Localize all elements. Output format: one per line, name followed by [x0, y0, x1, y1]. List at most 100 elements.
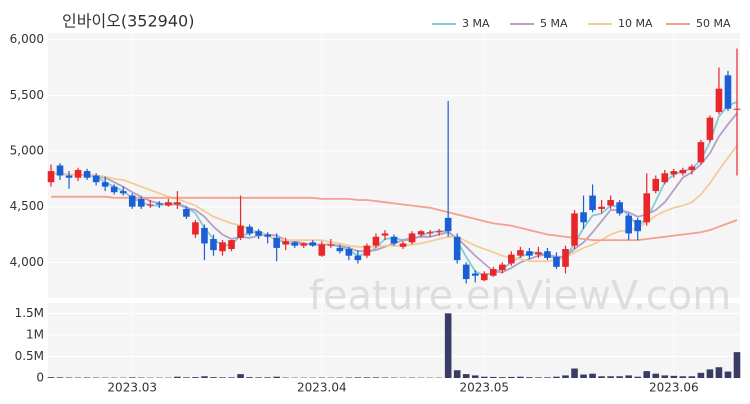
candle-body [671, 171, 678, 174]
volume-bar [680, 376, 687, 378]
price-panel [48, 33, 740, 298]
volume-tick-label: 0 [36, 371, 44, 385]
volume-bar [625, 375, 632, 378]
volume-bar [66, 377, 73, 378]
volume-bar [183, 377, 190, 378]
candle-body [725, 75, 732, 108]
candle-body [300, 243, 307, 245]
volume-bar [671, 376, 678, 378]
candle-body [734, 109, 741, 110]
candle-body [535, 252, 542, 254]
candle-body [111, 187, 118, 193]
candle-body [355, 256, 362, 260]
candle-body [57, 166, 64, 176]
volume-bar [535, 377, 542, 378]
candle-body [652, 179, 659, 191]
legend-label: 5 MA [540, 17, 568, 30]
volume-bar [445, 313, 452, 378]
candle-body [219, 242, 226, 251]
volume-bar [219, 377, 226, 378]
candle-body [228, 240, 235, 249]
candle-body [66, 176, 73, 178]
candle-body [634, 220, 641, 231]
volume-bar [499, 377, 506, 378]
candle-body [84, 171, 91, 178]
volume-bar [264, 377, 271, 378]
x-tick-label: 2023.03 [107, 381, 157, 395]
volume-bar [364, 377, 371, 378]
volume-bar [490, 377, 497, 378]
x-tick-label: 2023.06 [649, 381, 699, 395]
candle-body [427, 232, 434, 233]
candle-body [48, 171, 55, 182]
volume-bar [598, 376, 605, 378]
volume-tick-label: 1M [26, 327, 44, 341]
x-tick-label: 2023.04 [297, 381, 347, 395]
y-tick-label: 4,500 [10, 199, 44, 213]
volume-bar [481, 377, 488, 378]
candle-body [102, 182, 109, 186]
volume-bar [734, 352, 741, 378]
volume-bar [210, 377, 217, 378]
candle-body [309, 242, 316, 245]
volume-bar [634, 377, 641, 378]
candle-body [373, 237, 380, 246]
candle-body [192, 222, 199, 234]
candle-body [273, 238, 280, 248]
volume-bar [273, 377, 280, 378]
volume-bar [643, 371, 650, 378]
volume-bar [562, 375, 569, 378]
candle-body [282, 241, 289, 244]
candle-body [571, 213, 578, 245]
candle-body [75, 170, 82, 178]
candle-body [328, 245, 335, 246]
candle-body [337, 248, 344, 251]
candle-body [716, 89, 723, 112]
candle-body [680, 170, 687, 173]
candle-body [698, 142, 705, 162]
candle-body [409, 233, 416, 242]
volume-bar [174, 377, 181, 378]
volume-bar [526, 377, 533, 378]
candle-body [264, 235, 271, 237]
candle-body [318, 245, 325, 256]
x-tick-label: 2023.05 [459, 381, 509, 395]
volume-bar [616, 376, 623, 378]
volume-bar [716, 367, 723, 378]
candle-body [165, 202, 172, 205]
y-tick-label: 4,000 [10, 255, 44, 269]
volume-bar [355, 377, 362, 378]
legend-label: 10 MA [618, 17, 653, 30]
volume-bar [544, 377, 551, 378]
volume-bar [508, 377, 515, 378]
volume-bar [689, 376, 696, 378]
candle-body [598, 207, 605, 209]
candle-body [129, 196, 136, 207]
candle-body [707, 118, 714, 140]
candle-body [454, 237, 461, 260]
y-tick-label: 5,500 [10, 88, 44, 102]
candle-body [436, 231, 443, 232]
candle-body [517, 250, 524, 256]
candle-body [400, 243, 407, 246]
candle-body [93, 176, 100, 183]
candle-body [291, 242, 298, 245]
candle-body [589, 196, 596, 210]
volume-bar [129, 377, 136, 378]
volume-bar [201, 376, 208, 378]
legend-label: 50 MA [696, 17, 731, 30]
candle-body [643, 193, 650, 222]
volume-bar [192, 377, 199, 378]
volume-bar [57, 377, 64, 378]
candle-body [255, 231, 262, 235]
candle-body [237, 226, 244, 238]
candle-body [138, 199, 145, 207]
candle-body [661, 173, 668, 182]
candle-body [418, 231, 425, 234]
candle-body [120, 191, 127, 193]
candle-body [391, 237, 398, 244]
candle-body [553, 257, 560, 267]
volume-bar [246, 377, 253, 378]
candle-body [625, 216, 632, 234]
candle-body [607, 200, 614, 206]
